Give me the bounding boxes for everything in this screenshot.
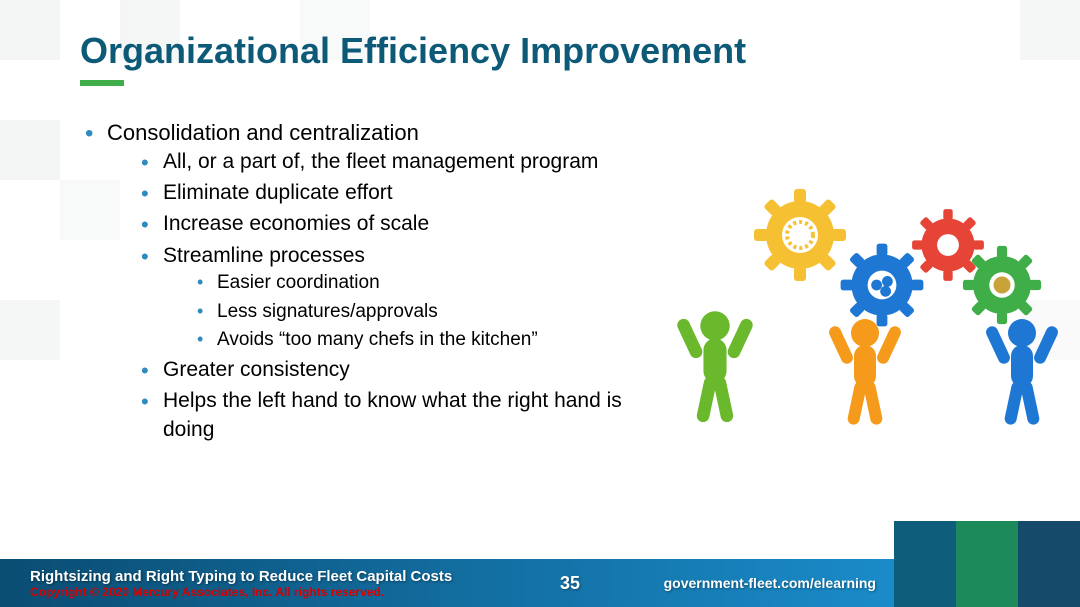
thumbnail-strip — [894, 521, 1080, 607]
list-item: Greater consistency — [141, 356, 645, 384]
slide-title: Organizational Efficiency Improvement — [80, 30, 746, 72]
bullet-text: Increase economies of scale — [163, 212, 429, 235]
page-number: 35 — [510, 573, 630, 594]
footer-left: Rightsizing and Right Typing to Reduce F… — [0, 568, 510, 599]
bullet-text: Helps the left hand to know what the rig… — [163, 389, 622, 440]
footer-thumbnail — [956, 521, 1018, 607]
title-underline — [80, 80, 124, 86]
list-item: Less signatures/approvals — [197, 299, 645, 325]
bullet-content: Consolidation and centralization All, or… — [85, 118, 645, 448]
footer-thumbnail — [894, 521, 956, 607]
slide: Organizational Efficiency Improvement Co… — [0, 0, 1080, 607]
bullet-text: Avoids “too many chefs in the kitchen” — [217, 329, 538, 350]
bullet-text: Eliminate duplicate effort — [163, 181, 393, 204]
list-item: Easier coordination — [197, 270, 645, 296]
bullet-text: All, or a part of, the fleet management … — [163, 150, 598, 173]
bullet-text: Less signatures/approvals — [217, 301, 438, 322]
bullet-text: Consolidation and centralization — [107, 120, 419, 145]
list-item: All, or a part of, the fleet management … — [141, 148, 645, 176]
footer-thumbnail — [1018, 521, 1080, 607]
footer-copyright: Copyright © 2020 Mercury Associates, Inc… — [30, 585, 510, 599]
list-item: Eliminate duplicate effort — [141, 179, 645, 207]
list-item: Helps the left hand to know what the rig… — [141, 387, 645, 444]
list-item: Streamline processes Easier coordination… — [141, 242, 645, 353]
footer-url: government-fleet.com/elearning — [630, 575, 894, 591]
list-item: Consolidation and centralization All, or… — [85, 118, 645, 444]
bullet-text: Greater consistency — [163, 358, 350, 381]
teamwork-gears-illustration — [650, 175, 1060, 435]
list-item: Increase economies of scale — [141, 210, 645, 238]
footer-title: Rightsizing and Right Typing to Reduce F… — [30, 568, 510, 585]
bullet-text: Streamline processes — [163, 244, 365, 267]
bullet-text: Easier coordination — [217, 272, 380, 293]
list-item: Avoids “too many chefs in the kitchen” — [197, 327, 645, 353]
footer-bar: Rightsizing and Right Typing to Reduce F… — [0, 559, 894, 607]
